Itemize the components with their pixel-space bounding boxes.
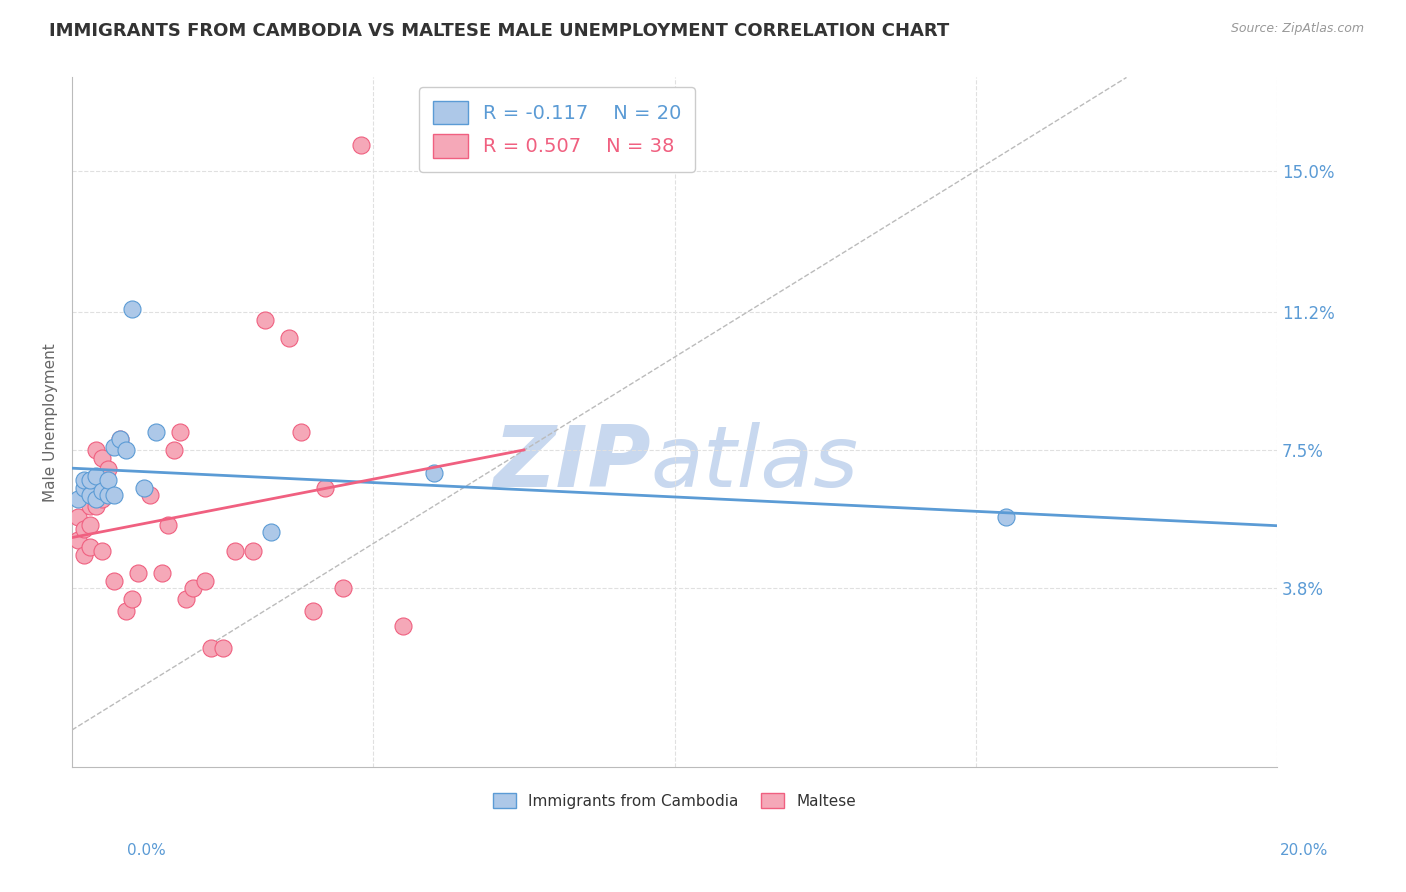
Point [422, 466, 444, 480]
Point [84, 500, 107, 514]
Point [145, 425, 167, 439]
Text: Source: ZipAtlas.com: Source: ZipAtlas.com [1230, 22, 1364, 36]
Point [242, 544, 264, 558]
Legend: Immigrants from Cambodia, Maltese: Immigrants from Cambodia, Maltese [486, 787, 862, 814]
Point [994, 510, 1017, 524]
Point [224, 544, 246, 558]
Point [163, 443, 186, 458]
Point [211, 640, 233, 655]
Point [79, 500, 101, 514]
Point [91, 491, 114, 506]
Point [103, 574, 125, 588]
Point [79, 517, 101, 532]
Point [152, 566, 174, 581]
Point [169, 425, 191, 439]
Point [194, 574, 217, 588]
Point [97, 488, 120, 502]
Point [121, 301, 143, 316]
Point [67, 491, 90, 506]
Point [121, 592, 143, 607]
Point [73, 522, 96, 536]
Point [392, 618, 415, 632]
Text: IMMIGRANTS FROM CAMBODIA VS MALTESE MALE UNEMPLOYMENT CORRELATION CHART: IMMIGRANTS FROM CAMBODIA VS MALTESE MALE… [49, 22, 949, 40]
Y-axis label: Male Unemployment: Male Unemployment [44, 343, 58, 501]
Point [84, 469, 107, 483]
Point [79, 473, 101, 487]
Point [84, 491, 107, 506]
Text: atlas: atlas [651, 422, 859, 505]
Point [79, 488, 101, 502]
Point [302, 604, 325, 618]
Point [110, 432, 132, 446]
Point [278, 331, 301, 345]
Point [350, 137, 373, 152]
Point [332, 581, 354, 595]
Point [73, 548, 96, 562]
Point [73, 481, 96, 495]
Point [181, 581, 204, 595]
Point [110, 432, 132, 446]
Point [67, 533, 90, 547]
Point [84, 443, 107, 458]
Point [134, 481, 156, 495]
Point [115, 443, 138, 458]
Point [97, 462, 120, 476]
Point [97, 473, 120, 487]
Point [176, 592, 198, 607]
Point [115, 604, 138, 618]
Point [103, 488, 125, 502]
Point [67, 510, 90, 524]
Point [91, 484, 114, 499]
Point [290, 425, 312, 439]
Text: 0.0%: 0.0% [127, 843, 166, 858]
Text: 20.0%: 20.0% [1281, 843, 1329, 858]
Point [253, 313, 276, 327]
Text: ZIP: ZIP [494, 422, 651, 505]
Point [157, 517, 180, 532]
Point [91, 450, 114, 465]
Point [260, 525, 283, 540]
Point [79, 541, 101, 555]
Point [91, 544, 114, 558]
Point [127, 566, 149, 581]
Point [103, 440, 125, 454]
Point [73, 473, 96, 487]
Point [314, 481, 336, 495]
Point [200, 640, 222, 655]
Point [139, 488, 162, 502]
